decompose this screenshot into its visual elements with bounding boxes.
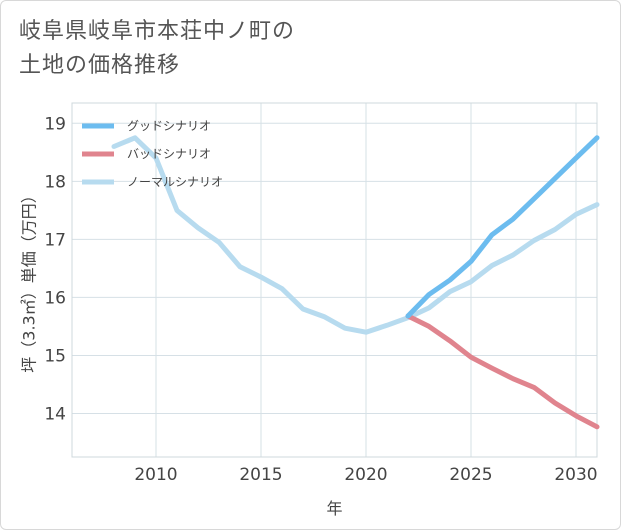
x-tick-label: 2020: [344, 465, 387, 485]
series-line-1: [405, 313, 600, 430]
y-axis-label: 坪（3.3㎡）単価（万円）: [20, 187, 39, 372]
series-group: [111, 135, 600, 430]
x-tick-label: 2015: [239, 465, 282, 485]
y-tick-label: 14: [44, 404, 66, 424]
chart-title-line1: 岐阜県岐阜市本荘中ノ町の: [19, 19, 296, 44]
x-axis-label: 年: [326, 499, 342, 518]
x-tick-labels: 2010 2015 2020 2025 2030: [134, 465, 597, 485]
x-tick-label: 2025: [449, 465, 492, 485]
legend-label-1: バッドシナリオ: [127, 147, 211, 161]
legend-label-0: グッドシナリオ: [127, 119, 211, 133]
y-tick-label: 17: [44, 230, 66, 250]
y-tick-label: 16: [44, 288, 66, 308]
plot-frame: [71, 102, 598, 458]
y-tick-label: 18: [44, 172, 66, 192]
y-tick-labels: 14 15 16 17 18 19: [44, 114, 66, 424]
series-line-0: [405, 135, 600, 319]
chart-title: 岐阜県岐阜市本荘中ノ町の 土地の価格推移: [19, 15, 439, 83]
y-tick-label: 19: [44, 114, 66, 134]
y-tick-label: 15: [44, 346, 66, 366]
x-tick-label: 2010: [134, 465, 177, 485]
x-tick-label: 2030: [554, 465, 597, 485]
chart-title-line2: 土地の価格推移: [19, 53, 181, 78]
legend-label-2: ノーマルシナリオ: [127, 175, 223, 189]
series-line-2: [111, 135, 600, 335]
